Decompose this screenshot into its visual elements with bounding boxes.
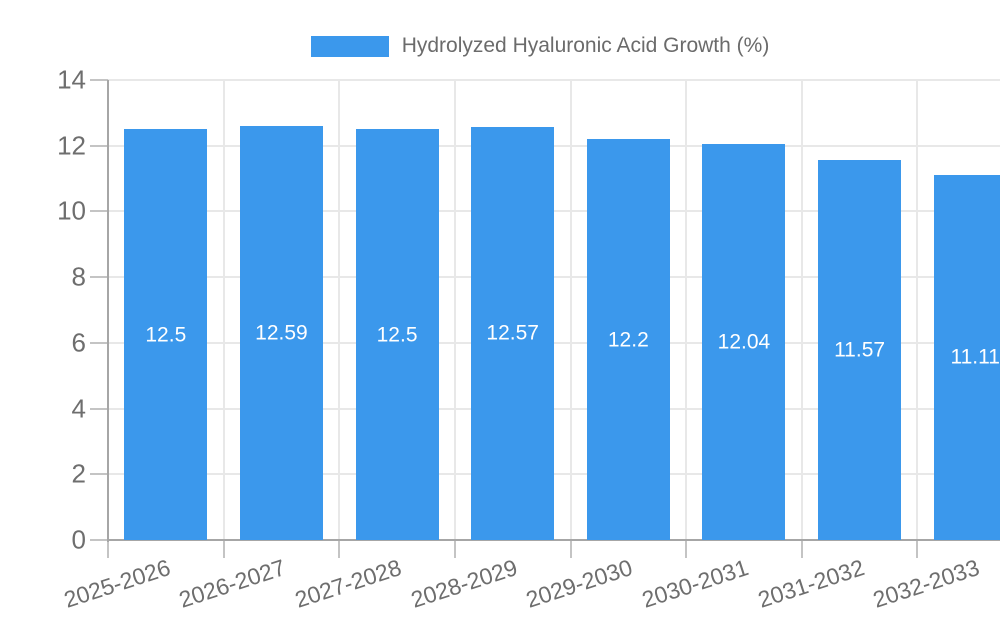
- y-axis-tick-label: 4: [71, 393, 86, 424]
- bar-value-label: 12.04: [717, 330, 771, 354]
- legend-label: Hydrolyzed Hyaluronic Acid Growth (%): [401, 34, 770, 57]
- x-axis-tick: [453, 540, 456, 558]
- y-axis-line: [107, 80, 109, 542]
- legend-item[interactable]: Hydrolyzed Hyaluronic Acid Growth (%): [310, 34, 770, 58]
- y-axis-tick: [90, 407, 108, 410]
- x-gridline: [222, 80, 225, 540]
- bar-2030-2031[interactable]: [702, 144, 786, 540]
- bar-2032-2033[interactable]: [933, 174, 1000, 540]
- bar-value-label: 12.2: [607, 328, 649, 352]
- y-axis-tick-label: 14: [57, 64, 86, 95]
- x-axis-tick: [338, 540, 341, 558]
- x-gridline: [685, 80, 688, 540]
- bar-2027-2028[interactable]: [355, 129, 439, 540]
- x-axis-category-label: 2027-2028: [291, 554, 405, 613]
- x-axis-category-label: 2032-2033: [869, 554, 983, 613]
- y-axis-tick-label: 8: [71, 261, 86, 292]
- y-axis-tick: [90, 473, 108, 476]
- x-gridline: [916, 80, 919, 540]
- x-gridline: [453, 80, 456, 540]
- bar-value-label: 12.5: [145, 323, 187, 347]
- x-axis-tick: [800, 540, 803, 558]
- bar-2028-2029[interactable]: [471, 126, 555, 540]
- bar-2025-2026[interactable]: [124, 129, 208, 540]
- y-axis-tick: [90, 341, 108, 344]
- x-axis-category-label: 2028-2029: [407, 554, 521, 613]
- y-axis-tick: [90, 539, 108, 541]
- bar-value-label: 11.11: [950, 345, 1000, 369]
- x-axis-category-label: 2031-2032: [754, 554, 867, 613]
- x-axis-category-label: 2025-2026: [60, 554, 174, 613]
- bar-2026-2027[interactable]: [239, 126, 323, 540]
- x-gridline: [800, 80, 803, 540]
- x-axis-tick: [107, 540, 109, 558]
- y-axis-tick-label: 0: [71, 524, 86, 555]
- bar-2031-2032[interactable]: [818, 159, 902, 540]
- y-axis-tick: [90, 276, 108, 279]
- bar-2029-2030[interactable]: [586, 139, 670, 540]
- bar-value-label: 12.5: [376, 323, 418, 347]
- bar-value-label: 11.57: [834, 338, 886, 362]
- y-axis-tick-label: 12: [57, 130, 86, 161]
- y-axis-tick-label: 10: [57, 195, 86, 226]
- x-gridline: [338, 80, 341, 540]
- x-axis-tick: [916, 540, 919, 558]
- x-axis-tick: [685, 540, 688, 558]
- legend: Hydrolyzed Hyaluronic Acid Growth (%): [40, 34, 1000, 58]
- y-axis-tick: [90, 210, 108, 213]
- x-axis-category-label: 2030-2031: [638, 554, 752, 613]
- plot-area: 0 2 4 6 8 10 12 14 12.5 2025-2026 12.59 2026-2027 12…: [40, 16, 1000, 616]
- x-axis-tick: [569, 540, 572, 558]
- y-axis-tick: [90, 79, 108, 81]
- bar-value-label: 12.59: [255, 321, 308, 345]
- x-axis-category-label: 2029-2030: [523, 554, 636, 613]
- x-axis-tick: [222, 540, 225, 558]
- x-gridline: [569, 80, 572, 540]
- y-axis-tick-label: 2: [71, 458, 86, 489]
- bar-value-label: 12.57: [486, 321, 539, 345]
- x-axis-line: [107, 539, 1000, 541]
- legend-swatch-icon: [310, 35, 389, 57]
- y-axis-tick: [90, 144, 108, 147]
- x-axis-category-label: 2026-2027: [176, 554, 289, 613]
- y-axis-tick-label: 6: [71, 327, 86, 358]
- y-gridline: [108, 79, 1000, 81]
